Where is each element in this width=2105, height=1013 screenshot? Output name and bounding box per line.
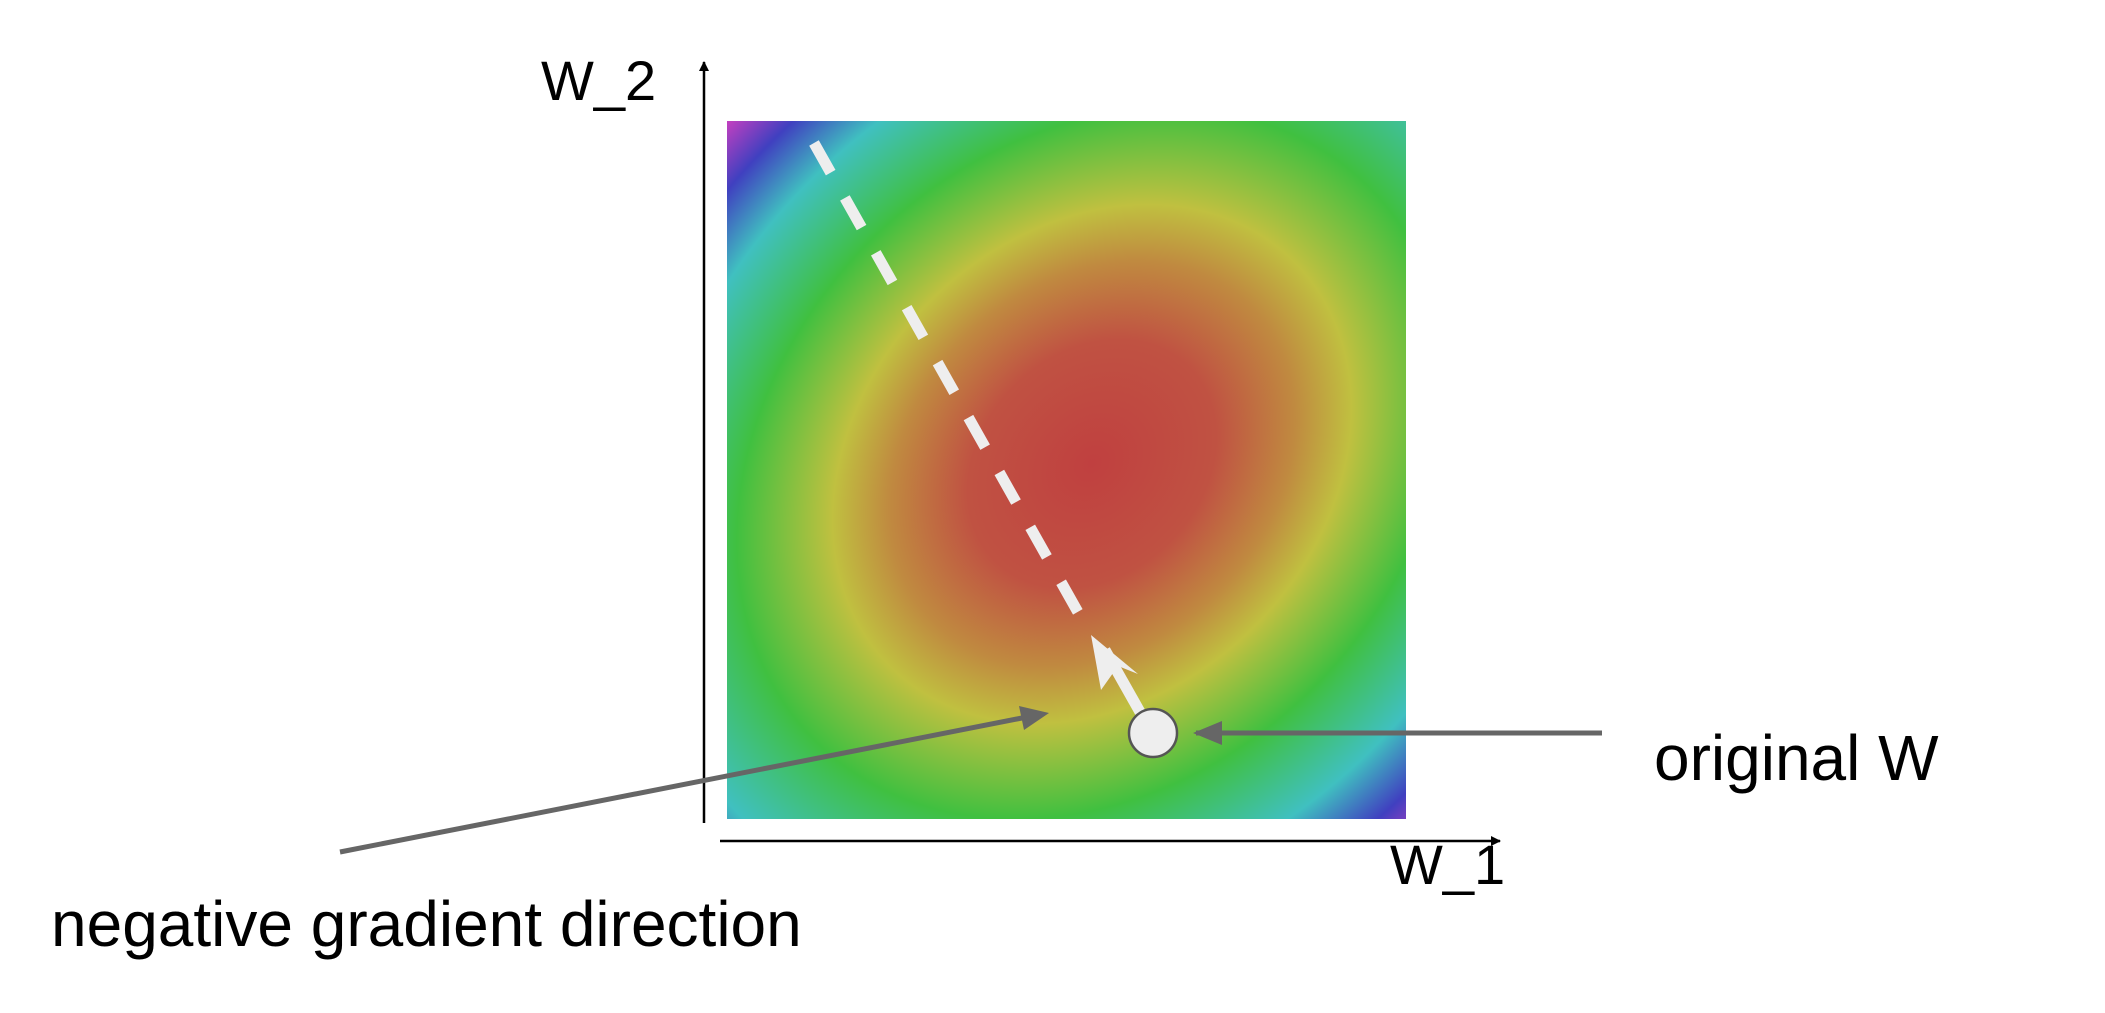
negative-gradient-label: negative gradient direction bbox=[51, 888, 802, 960]
y-axis-label: W_2 bbox=[541, 49, 656, 112]
original-w-point bbox=[1127, 707, 1179, 759]
original-w-arrowhead bbox=[1193, 721, 1222, 745]
gradient-pointer-arrowhead bbox=[1019, 706, 1049, 730]
x-axis-label: W_1 bbox=[1390, 833, 1505, 896]
descent-path-dashed bbox=[809, 140, 1093, 633]
loss-surface-heatmap bbox=[727, 121, 1406, 819]
original-w-label: original W bbox=[1654, 722, 1939, 794]
gradient-step-arrowhead bbox=[1091, 635, 1138, 690]
gradient-pointer-arrow bbox=[339, 715, 1023, 855]
